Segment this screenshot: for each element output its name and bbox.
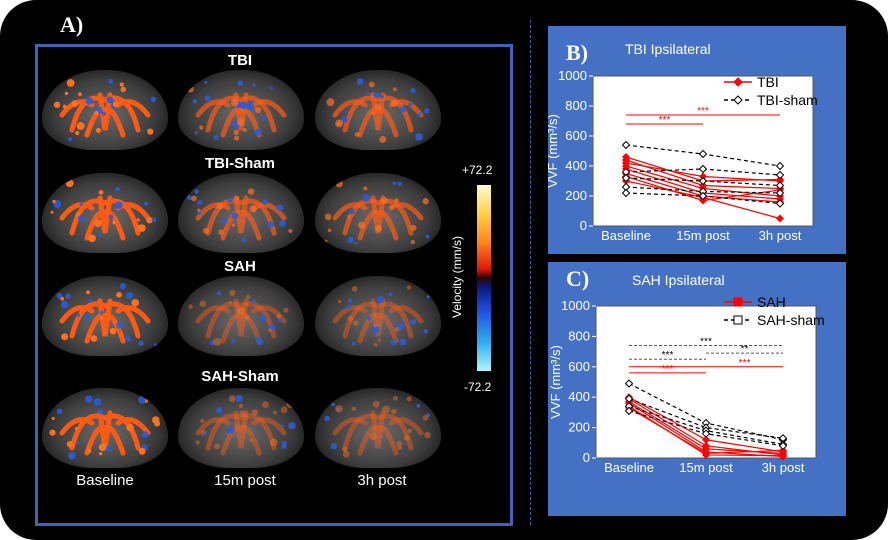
row-title-tbi: TBI	[227, 52, 253, 69]
chart-b-xtick-label: 3h post	[759, 228, 802, 243]
chart-c-point	[701, 429, 711, 438]
chart-b-title: TBI Ipsilateral	[625, 41, 711, 57]
panel-divider	[530, 20, 531, 525]
chart-c-point	[624, 406, 634, 416]
chart-b-legend-marker	[733, 95, 743, 105]
chart-c-legend-label: SAH	[757, 294, 786, 310]
doppler-image	[42, 276, 168, 356]
chart-c-sig-label: ***	[700, 337, 712, 348]
chart-c-ytick-label: 0	[583, 450, 590, 465]
chart-b: 0 200 400 600 800 1000 Baseline 15m post 3h post…	[548, 68, 818, 243]
panel-c-label: C)	[566, 266, 590, 291]
chart-b-point	[621, 140, 631, 150]
chart-c-point	[779, 446, 787, 455]
chart-c-legend-marker	[733, 315, 743, 325]
chart-c-sig-label: **	[741, 344, 749, 355]
chart-b-ytick-label: 1000	[558, 68, 587, 83]
chart-b-point	[776, 214, 784, 223]
chart-b-ytick-label: 0	[580, 218, 587, 233]
chart-b-point	[775, 188, 785, 198]
doppler-image	[42, 388, 168, 468]
chart-c-point	[624, 379, 634, 388]
chart-b-legend-label: TBI	[757, 74, 779, 90]
chart-c-ytick-label: 400	[568, 389, 590, 404]
colorbar-max: +72.2	[462, 163, 493, 177]
chart-b-point	[775, 161, 785, 171]
row-title-sah: SAH	[224, 258, 256, 275]
chart-c-xtick-label: 15m post	[679, 460, 733, 475]
chart-b-xtick-label: Baseline	[601, 228, 651, 243]
col-label-baseline: Baseline	[76, 472, 134, 489]
chart-c-ytick-label: 1000	[561, 298, 590, 313]
doppler-image	[315, 70, 441, 150]
doppler-image	[178, 388, 304, 468]
chart-c-title: SAH Ipsilateral	[632, 272, 725, 288]
chart-b-point	[621, 173, 631, 183]
panel-a-box	[35, 44, 513, 526]
chart-b-point	[775, 199, 785, 208]
chart-b-xtick-label: 15m post	[676, 228, 730, 243]
chart-b-legend-marker	[733, 77, 743, 87]
chart-c-xtick-label: Baseline	[604, 460, 654, 475]
chart-b-point	[699, 172, 707, 181]
row-title-sah-sham: SAH-Sham	[201, 368, 279, 385]
chart-c-point	[702, 435, 710, 444]
chart-b-point	[776, 177, 784, 185]
doppler-image	[178, 173, 304, 253]
chart-b-ytick-label: 200	[565, 188, 587, 203]
chart-c-point	[779, 451, 787, 460]
chart-c-legend-marker	[733, 297, 743, 307]
chart-b-ytick-label: 800	[565, 98, 587, 113]
chart-c: 0 200 400 600 800 1000 Baseline 15m post 3h post…	[548, 294, 825, 475]
chart-c-ytick-label: 800	[568, 328, 590, 343]
chart-b-sig-label: ***	[697, 106, 709, 117]
chart-b-sig-label: ***	[659, 115, 671, 126]
col-label-15m: 15m post	[214, 472, 276, 489]
chart-c-sig-label: ***	[739, 358, 751, 369]
chart-b-ytick-label: 600	[565, 128, 587, 143]
colorbar-min: -72.2	[464, 380, 492, 394]
chart-b-legend-label: TBI-sham	[757, 92, 818, 108]
chart-c-sig-label: ***	[662, 364, 674, 375]
chart-b-point	[698, 191, 708, 201]
doppler-image	[178, 70, 304, 150]
chart-b-point	[698, 176, 708, 186]
chart-c-ylabel: VVF (mm³/s)	[548, 345, 563, 419]
chart-c-ytick-label: 200	[568, 420, 590, 435]
chart-b-ytick-label: 400	[565, 158, 587, 173]
chart-c-legend-label: SAH-sham	[757, 312, 825, 328]
chart-b-ylabel: VVF (mm³/s)	[548, 114, 560, 188]
panel-b-label: B)	[566, 40, 588, 65]
chart-c-series-line	[628, 398, 784, 439]
chart-b-point	[698, 149, 708, 159]
chart-c-xtick-label: 3h post	[762, 460, 805, 475]
doppler-image	[315, 388, 441, 468]
doppler-image	[178, 276, 304, 356]
row-title-tbi-sham: TBI-Sham	[204, 155, 275, 172]
col-label-3h: 3h post	[357, 472, 407, 489]
chart-b-point	[775, 170, 785, 180]
chart-b-point	[698, 164, 708, 174]
velocity-colorbar	[477, 185, 491, 371]
chart-c-point	[702, 449, 710, 458]
colorbar-axis-label: Velocity (mm/s)	[450, 236, 464, 319]
doppler-image	[42, 173, 168, 253]
chart-c-sig-label: ***	[662, 350, 674, 361]
chart-c-ytick-label: 600	[568, 359, 590, 374]
panel-a-label: A)	[60, 12, 84, 37]
doppler-image	[42, 70, 168, 150]
doppler-image	[315, 276, 441, 356]
chart-c-point	[778, 441, 788, 451]
doppler-image	[315, 173, 441, 253]
chart-b-point	[621, 188, 631, 198]
